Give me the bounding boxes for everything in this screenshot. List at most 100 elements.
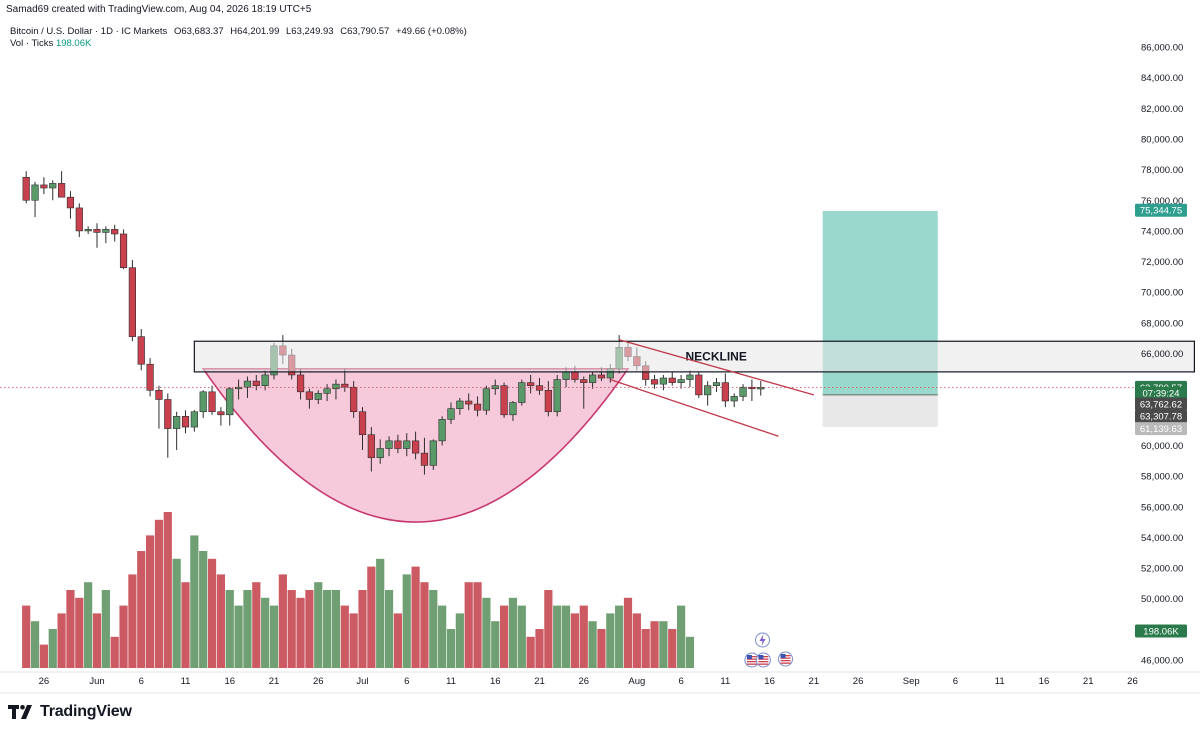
flag-stripe (746, 658, 757, 660)
candle (686, 370, 694, 388)
volume-bar (420, 582, 429, 668)
price-tag: 07:39:24 (1135, 386, 1187, 400)
candle (190, 410, 198, 432)
volume-bar (269, 605, 279, 668)
x-tick-label: 6 (139, 676, 144, 687)
candle (305, 388, 314, 409)
flag-stripe (758, 658, 769, 660)
candle (385, 436, 393, 457)
x-tick-label: 16 (224, 676, 235, 687)
y-tick-label: 50,000.00 (1141, 594, 1183, 605)
candle-body (84, 229, 92, 232)
candle (491, 379, 499, 395)
candle (757, 381, 765, 396)
low-value: L63,249.93 (286, 26, 334, 37)
candle-body (571, 371, 579, 380)
candle (75, 203, 83, 238)
candle-body (137, 336, 145, 365)
candle (403, 433, 411, 457)
symbol-legend[interactable]: Bitcoin / U.S. Dollar · 1D · IC Markets … (10, 26, 471, 37)
candle-body (518, 382, 526, 403)
candle (677, 374, 685, 389)
candle (164, 393, 172, 458)
candle (411, 431, 420, 460)
x-tick-label: Jul (356, 676, 368, 687)
volume-bar (163, 512, 172, 668)
candle-body (261, 374, 269, 386)
us-flag-icon (744, 652, 760, 668)
candle-body (111, 229, 119, 235)
volume-bar (615, 605, 624, 668)
candle-body (341, 383, 349, 388)
flag-stripe (758, 663, 769, 665)
volume-bar (473, 582, 482, 668)
volume-bar (340, 605, 349, 668)
price-tag-label: 75,344.75 (1140, 206, 1182, 217)
tradingview-logo[interactable]: TradingView (8, 702, 132, 722)
symbol-name[interactable]: Bitcoin / U.S. Dollar · 1D · IC Markets (10, 26, 168, 37)
candle (137, 328, 145, 371)
volume-bar (517, 605, 526, 668)
candle-body (314, 393, 322, 400)
price-tag-box (1135, 409, 1187, 423)
volume-bar (101, 590, 110, 668)
chart-credit: Samad69 created with TradingView.com, Au… (6, 4, 312, 15)
candle-body (527, 382, 535, 386)
candle-body (748, 386, 756, 390)
flag-canton (758, 655, 764, 659)
x-tick-label: Sep (903, 676, 920, 687)
candle-body (296, 374, 305, 393)
candle (358, 407, 367, 451)
candle (208, 385, 216, 415)
candle-body (473, 403, 482, 411)
volume-bar (376, 558, 385, 668)
candle (40, 177, 48, 195)
price-tag: 75,344.75 (1135, 203, 1187, 217)
volume-bar (323, 590, 332, 668)
volume-bar (296, 597, 305, 668)
y-tick-label: 68,000.00 (1141, 318, 1183, 329)
volume-bar (482, 597, 491, 668)
change-value: +49.66 (+0.08%) (395, 26, 467, 37)
x-tick-label: 26 (853, 676, 864, 687)
high-value: H64,201.99 (230, 26, 280, 37)
candle (66, 191, 75, 219)
candle (553, 374, 561, 417)
volume-bar (685, 636, 695, 668)
y-tick-label: 78,000.00 (1141, 165, 1183, 176)
candle-body (465, 400, 473, 405)
x-tick-label: 21 (269, 676, 280, 687)
x-tick-label: 26 (313, 676, 324, 687)
volume-bar (75, 597, 84, 668)
candle-body (305, 391, 314, 400)
candle-body (226, 388, 234, 416)
candle (580, 376, 588, 409)
candle-body (40, 184, 48, 189)
candle (721, 373, 729, 408)
candle-body (102, 229, 110, 233)
candle-body (597, 374, 606, 379)
candle (668, 371, 676, 386)
y-tick-label: 86,000.00 (1141, 43, 1183, 54)
y-tick-label: 72,000.00 (1141, 257, 1183, 268)
candle (199, 390, 207, 418)
y-tick-label: 76,000.00 (1141, 196, 1183, 207)
x-tick-label: 21 (809, 676, 820, 687)
price-tag-label: 07:39:24 (1143, 389, 1180, 400)
price-tag-label: 63,307.78 (1140, 412, 1182, 423)
candle (712, 378, 721, 392)
candle-body (721, 382, 729, 402)
candle-body (403, 440, 411, 449)
candle (695, 371, 703, 398)
volume-bar (570, 613, 579, 668)
channel-lower-line (610, 378, 779, 437)
brand-name: TradingView (40, 703, 132, 720)
volume-legend[interactable]: Vol · Ticks 198.06K (10, 38, 91, 49)
candle (659, 374, 667, 391)
candle (102, 226, 110, 244)
volume-label: Vol · Ticks (10, 38, 54, 49)
candle (438, 416, 446, 446)
candle (473, 396, 482, 417)
volume-bar (455, 613, 464, 668)
